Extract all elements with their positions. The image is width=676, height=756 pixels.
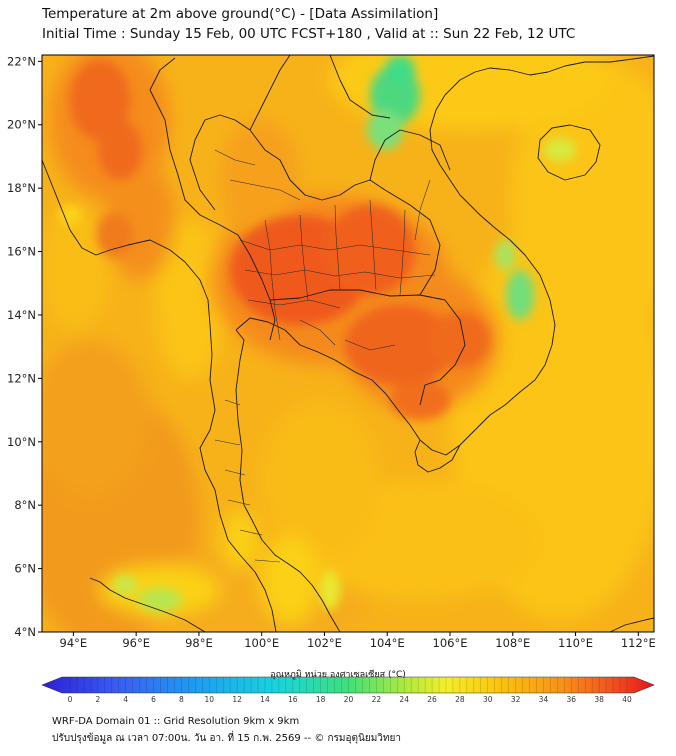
colorbar-tick-label: 30 [483,695,493,704]
lat-tick-label: 18°N [7,181,36,195]
lon-tick-label: 110°E [558,636,593,650]
lon-tick-label: 112°E [621,636,656,650]
lon-tick-label: 96°E [122,636,150,650]
colorbar-tick-label: 0 [68,695,73,704]
model-info: WRF-DA Domain 01 :: Grid Resolution 9km … [52,716,300,727]
lat-tick-label: 20°N [7,118,36,132]
colorbar-tick-label: 38 [594,695,604,704]
colorbar: 0 2 4 6 8 10 12 14 16 18 20 22 24 26 28 30 32 34 36 38 40 [41,676,655,704]
colorbar-tick-label: 18 [316,695,326,704]
colorbar-ticks: 0 2 4 6 8 10 12 14 16 18 20 22 24 26 28 30 32 34 36 38 40 [68,677,632,704]
colorbar-tick-label: 4 [123,695,128,704]
colorbar-tick-label: 32 [511,695,521,704]
lon-tick-label: 106°E [433,636,468,650]
colorbar-title: อุณหภูมิ หน่วย องศาเซลเซียส (°C) [270,670,406,680]
plot-frame [41,54,655,633]
colorbar-tick-label: 26 [427,695,437,704]
colorbar-tick-label: 12 [232,695,242,704]
temperature-field [42,55,654,632]
colorbar-tick-label: 6 [151,695,156,704]
lon-tick-label: 104°E [370,636,405,650]
colorbar-gradient [41,676,655,694]
colorbar-tick-label: 22 [372,695,382,704]
coastlines-and-borders [42,55,654,632]
colorbar-tick-label: 20 [344,695,354,704]
colorbar-tick-label: 34 [539,695,549,704]
lon-tick-label: 98°E [185,636,213,650]
lat-tick-label: 16°N [7,245,36,259]
lat-tick-label: 14°N [7,308,36,322]
colorbar-tick-label: 10 [204,695,214,704]
lat-tick-label: 22°N [7,54,36,68]
colorbar-tick-label: 24 [399,695,409,704]
chart-subtitle: Initial Time : Sunday 15 Feb, 00 UTC FCS… [42,26,576,42]
longitude-axis: 94°E 96°E 98°E 100°E 102°E 104°E 106°E 108°E 110… [60,632,656,650]
update-info: ปรับปรุงข้อมูล ณ เวลา 07:00น. วัน อา. ที… [52,733,401,744]
chart-title: Temperature at 2m above ground(°C) - [Da… [42,6,439,22]
lon-tick-label: 108°E [495,636,530,650]
lat-tick-label: 4°N [14,625,36,639]
latitude-axis: 22°N 20°N 18°N 16°N 14°N 12°N 10°N 8°N 6°N 4°N [7,54,42,639]
lon-tick-label: 94°E [60,636,88,650]
colorbar-tick-label: 40 [622,695,632,704]
colorbar-tick-label: 16 [288,695,298,704]
lon-tick-label: 100°E [244,636,279,650]
colorbar-tick-label: 28 [455,695,465,704]
lat-tick-label: 10°N [7,435,36,449]
colorbar-tick-label: 36 [567,695,577,704]
colorbar-tick-label: 14 [260,695,270,704]
colorbar-tick-label: 8 [179,695,184,704]
lat-tick-label: 6°N [14,562,36,576]
lat-tick-label: 8°N [14,498,36,512]
colorbar-tick-label: 2 [95,695,100,704]
lat-tick-label: 12°N [7,371,36,385]
lon-tick-label: 102°E [307,636,342,650]
